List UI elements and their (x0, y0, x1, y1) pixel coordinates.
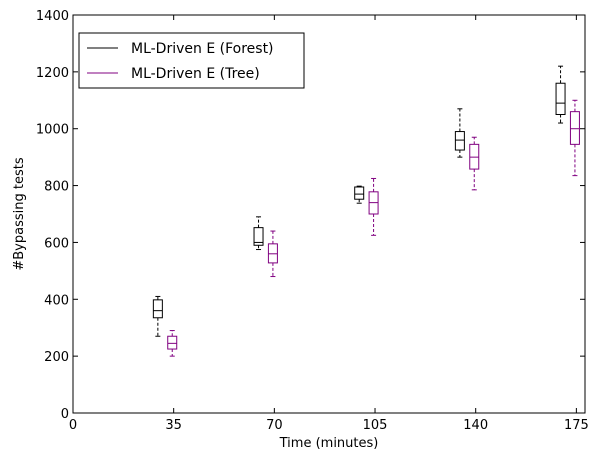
y-axis-title: #Bypassing tests (12, 157, 27, 270)
box-tree (569, 99, 580, 177)
box-tree (469, 136, 480, 191)
box-body (167, 335, 178, 350)
box-body (454, 131, 465, 151)
y-tick-label: 0 (61, 407, 69, 422)
box-series (152, 65, 580, 357)
x-tick-label: 70 (266, 418, 283, 433)
box-body (152, 299, 163, 319)
y-tick-label: 1000 (36, 123, 69, 138)
y-tick-label: 800 (44, 180, 69, 195)
y-tick-label: 200 (44, 350, 69, 365)
box-forest (454, 108, 465, 158)
x-tick-label: 105 (363, 418, 388, 433)
y-tick-label: 1400 (36, 9, 69, 24)
box-forest (555, 65, 566, 124)
box-tree (267, 230, 278, 278)
legend-label-tree: ML-Driven E (Tree) (131, 66, 260, 82)
x-axis: 0 35 70 105 140 175 (69, 15, 589, 433)
box-forest (152, 295, 163, 337)
legend-box (78, 32, 305, 89)
x-axis-title: Time (minutes) (279, 436, 379, 450)
box-body (354, 186, 365, 200)
plot-frame (72, 14, 586, 414)
box-forest (253, 216, 264, 251)
y-tick-label: 1200 (36, 66, 69, 81)
x-tick-label: 35 (165, 418, 182, 433)
box-body (569, 111, 580, 145)
box-forest (354, 185, 365, 204)
x-tick-label: 140 (463, 418, 488, 433)
y-tick-label: 600 (44, 236, 69, 251)
y-tick-label: 400 (44, 293, 69, 308)
box-body (253, 227, 264, 246)
box-tree (167, 330, 178, 357)
box-tree (368, 177, 379, 236)
legend-label-forest: ML-Driven E (Forest) (131, 41, 274, 57)
box-body (555, 82, 566, 115)
x-tick-label: 0 (69, 418, 77, 433)
legend: ML-Driven E (Forest) ML-Driven E (Tree) (78, 32, 305, 89)
x-tick-label: 175 (564, 418, 589, 433)
y-axis: 0 200 400 600 800 1000 1200 1400 (36, 9, 585, 422)
